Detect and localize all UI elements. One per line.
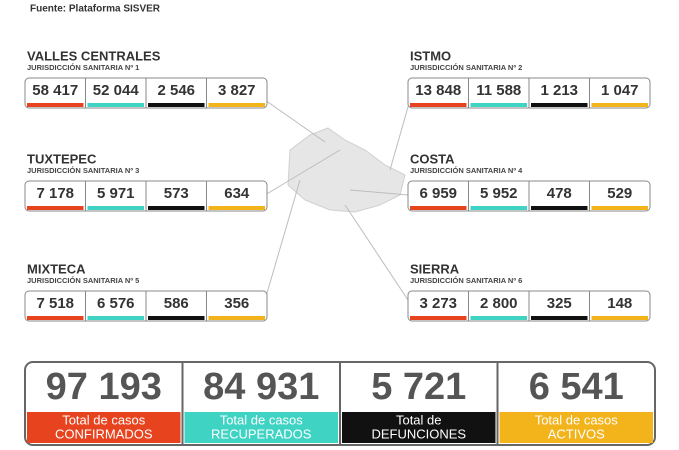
cell-bar <box>591 206 648 210</box>
region-value: 1 213 <box>540 82 578 99</box>
total-label-bg <box>499 412 653 443</box>
region-value: 13 848 <box>415 82 461 99</box>
region-value: 573 <box>164 185 189 202</box>
cell-bar <box>208 103 265 107</box>
cell-bar <box>410 103 467 107</box>
region-value: 58 417 <box>32 82 78 99</box>
region-value: 148 <box>607 295 632 312</box>
total-value: 5 721 <box>371 366 466 408</box>
region-value: 529 <box>607 185 632 202</box>
total-label: CONFIRMADOS <box>55 426 153 441</box>
total-value: 6 541 <box>529 366 624 408</box>
cell-bar <box>470 103 527 107</box>
cell-bar <box>208 206 265 210</box>
region-value: 6 959 <box>419 185 457 202</box>
region-name: ISTMO <box>410 48 451 63</box>
total-label: RECUPERADOS <box>211 426 312 441</box>
cell-bar <box>531 206 588 210</box>
region-value: 7 518 <box>36 295 74 312</box>
region-value: 3 827 <box>218 82 256 99</box>
cell-bar <box>148 316 205 320</box>
cell-bar <box>531 103 588 107</box>
region-value: 325 <box>547 295 572 312</box>
region-value: 11 588 <box>476 82 521 99</box>
cell-bar <box>27 103 84 107</box>
region-value: 2 800 <box>480 295 518 312</box>
cell-bar <box>87 206 144 210</box>
cell-bar <box>148 206 205 210</box>
region-value: 356 <box>224 295 249 312</box>
total-value: 84 931 <box>203 366 319 408</box>
cell-bar <box>410 316 467 320</box>
total-label-bg <box>342 412 496 443</box>
connector-lines <box>264 99 411 301</box>
total-label: Total de <box>396 412 442 427</box>
cell-bar <box>87 316 144 320</box>
map <box>287 127 406 213</box>
total-label-bg <box>184 412 338 443</box>
region-jurisdiction: JURISDICCIÓN SANITARIA Nº 2 <box>410 63 522 72</box>
region-value: 7 178 <box>36 185 74 202</box>
cell-bar <box>470 206 527 210</box>
region-jurisdiction: JURISDICCIÓN SANITARIA Nº 4 <box>410 166 523 175</box>
region-value: 2 546 <box>157 82 195 99</box>
region-jurisdiction: JURISDICCIÓN SANITARIA Nº 1 <box>27 63 139 72</box>
cell-bar <box>410 206 467 210</box>
region-jurisdiction: JURISDICCIÓN SANITARIA Nº 5 <box>27 276 139 285</box>
cell-bar <box>591 103 648 107</box>
total-value: 97 193 <box>46 366 162 408</box>
region-value: 52 044 <box>93 82 140 99</box>
total-label: Total de casos <box>62 412 146 427</box>
cell-bar <box>591 316 648 320</box>
total-label: Total de casos <box>535 412 619 427</box>
region-name: TUXTEPEC <box>27 151 97 166</box>
region-value: 634 <box>224 185 250 202</box>
region-name: MIXTECA <box>27 261 86 276</box>
region-jurisdiction: JURISDICCIÓN SANITARIA Nº 6 <box>410 276 522 285</box>
region-name: COSTA <box>410 151 455 166</box>
region-value: 6 576 <box>97 295 135 312</box>
region-value: 3 273 <box>419 295 457 312</box>
total-label: Total de casos <box>220 412 304 427</box>
cell-bar <box>208 316 265 320</box>
cell-bar <box>470 316 527 320</box>
region-value: 5 971 <box>97 185 135 202</box>
cell-bar <box>531 316 588 320</box>
region-jurisdiction: JURISDICCIÓN SANITARIA Nº 3 <box>27 166 139 175</box>
total-label-bg <box>27 412 181 443</box>
cell-bar <box>148 103 205 107</box>
region-name: SIERRA <box>410 261 460 276</box>
cell-bar <box>27 316 84 320</box>
cell-bar <box>27 206 84 210</box>
region-value: 5 952 <box>480 185 518 202</box>
region-value: 478 <box>547 185 572 202</box>
total-label: DEFUNCIONES <box>371 426 466 441</box>
region-name: VALLES CENTRALES <box>27 48 161 63</box>
total-label: ACTIVOS <box>548 426 605 441</box>
source: Fuente: Plataforma SISVER <box>30 4 161 15</box>
region-value: 586 <box>164 295 189 312</box>
region-value: 1 047 <box>601 82 639 99</box>
cell-bar <box>87 103 144 107</box>
